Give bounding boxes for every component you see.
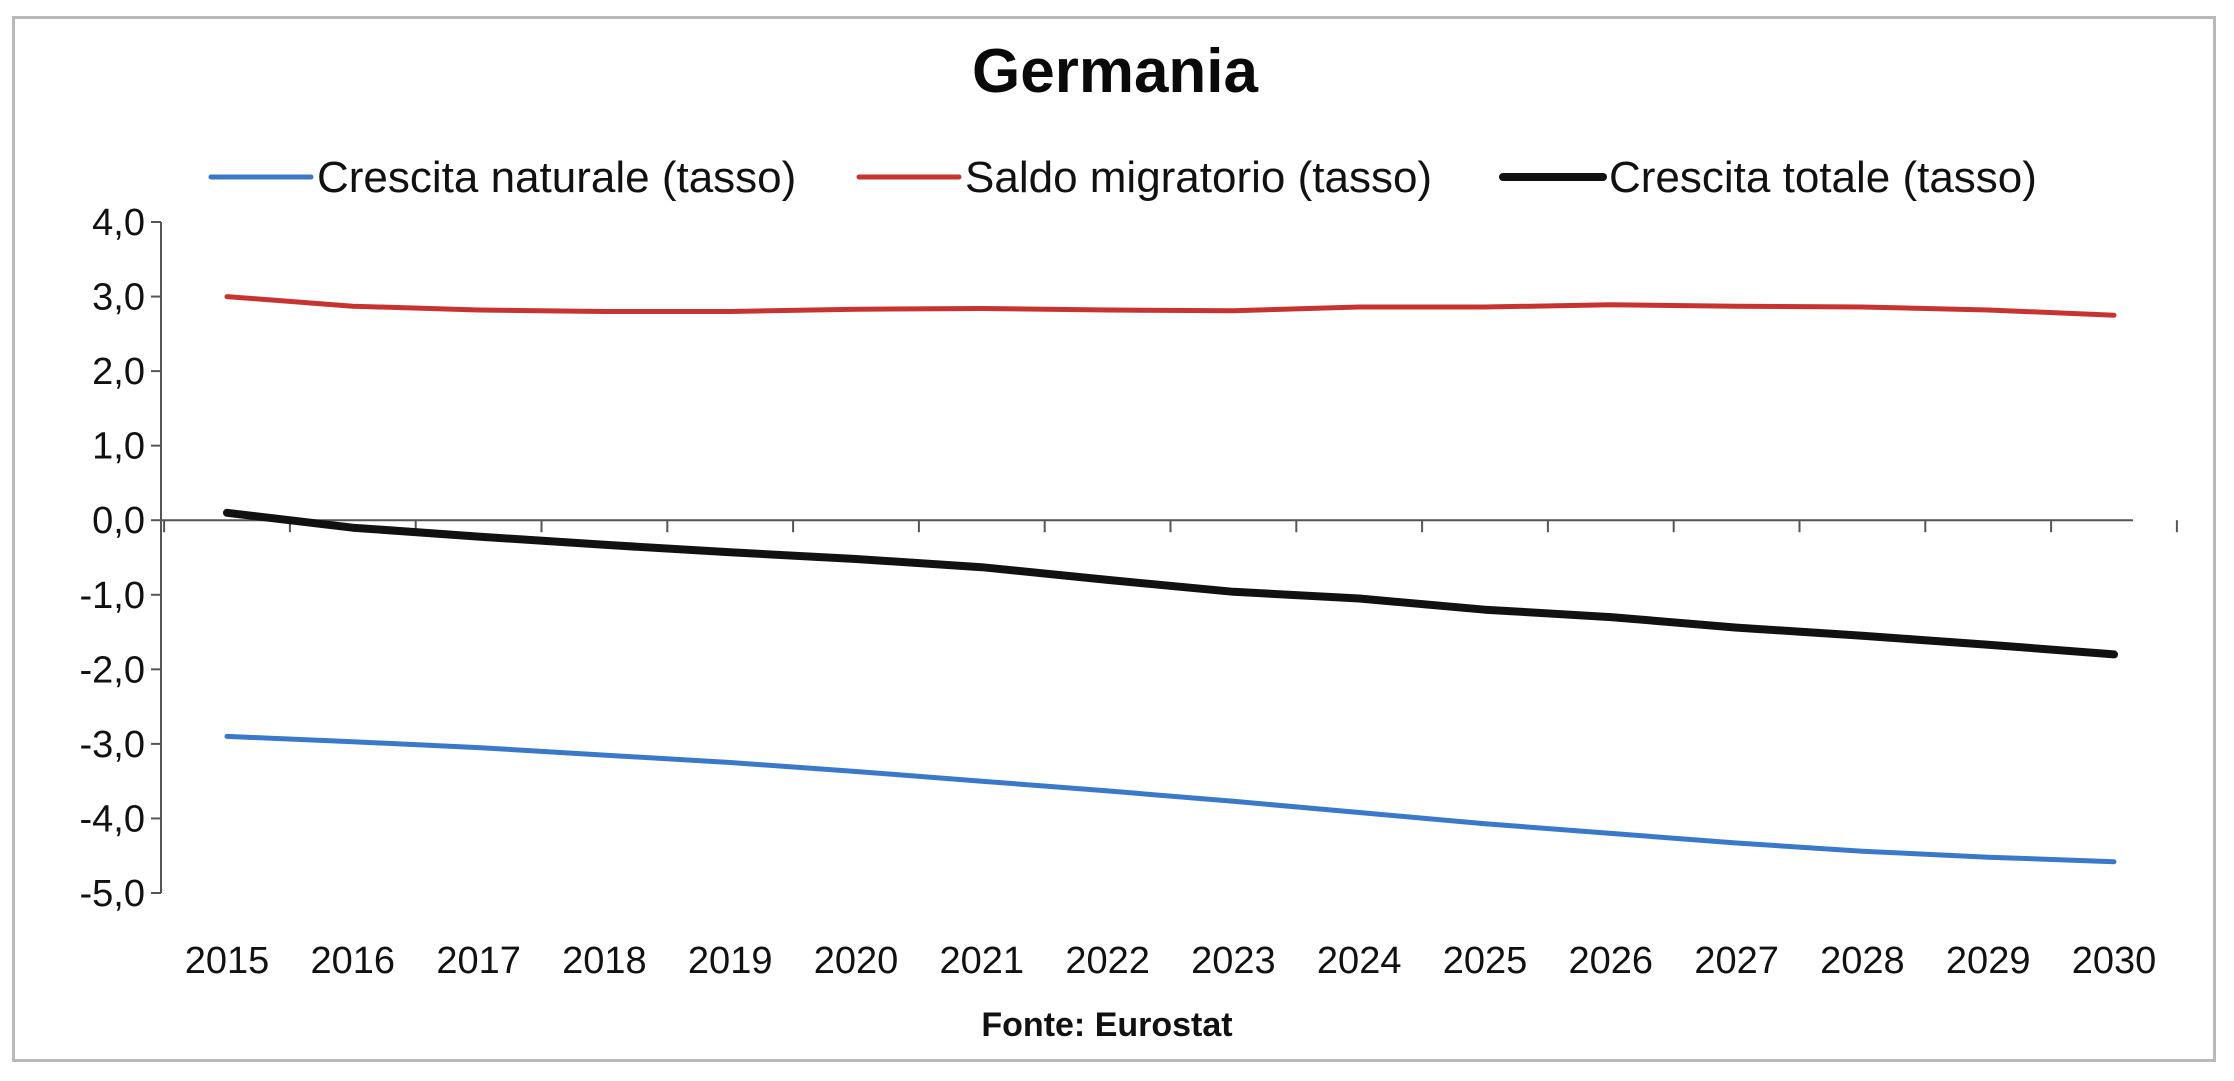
x-tick-label: 2026 xyxy=(1569,940,1654,982)
x-tick-label: 2022 xyxy=(1065,940,1150,982)
y-tick-label: -5,0 xyxy=(80,873,145,915)
y-tick-label: 3,0 xyxy=(92,277,145,319)
y-tick-label: 4,0 xyxy=(92,202,145,244)
x-tick-label: 2016 xyxy=(311,940,396,982)
x-tick-label: 2023 xyxy=(1191,940,1276,982)
legend-label-3: Crescita totale (tasso) xyxy=(1609,153,2037,202)
series-line-3 xyxy=(223,508,2118,659)
y-tick-label: -1,0 xyxy=(80,575,145,617)
chart-title: Germania xyxy=(972,37,1259,106)
axes: 4,0 3,0 2,0 1,0 0,0 -1,0 -2,0 -3,0 -4,0 -5,0 2015 2… xyxy=(80,202,2178,982)
x-tick-label: 2029 xyxy=(1946,940,2031,982)
x-tick-label: 2020 xyxy=(814,940,899,982)
x-tick-label: 2030 xyxy=(2072,940,2157,982)
y-tick-label: -3,0 xyxy=(80,724,145,766)
x-tick-label: 2019 xyxy=(688,940,773,982)
x-tick-label: 2025 xyxy=(1443,940,1528,982)
series-line-1 xyxy=(224,733,2117,865)
legend-label-1: Crescita naturale (tasso) xyxy=(317,153,796,202)
source-note: Fonte: Eurostat xyxy=(981,1006,1232,1044)
x-tick-label: 2017 xyxy=(436,940,521,982)
y-tick-label: -4,0 xyxy=(80,798,145,840)
y-tick-label: 2,0 xyxy=(92,351,145,393)
x-tick-label: 2021 xyxy=(940,940,1025,982)
y-tick-label: -2,0 xyxy=(80,649,145,691)
x-tick-label: 2028 xyxy=(1820,940,1905,982)
y-tick-label: 1,0 xyxy=(92,426,145,468)
x-tick-label: 2027 xyxy=(1694,940,1779,982)
series-line-2 xyxy=(224,294,2117,318)
chart-frame: Germania Crescita naturale (tasso) Saldo … xyxy=(12,16,2216,1062)
x-tick-label: 2015 xyxy=(185,940,270,982)
x-tick-label: 2024 xyxy=(1317,940,1402,982)
x-tick-label: 2018 xyxy=(562,940,647,982)
legend-label-2: Saldo migratorio (tasso) xyxy=(965,153,1432,202)
series-lines xyxy=(223,294,2118,865)
line-chart: Germania Crescita naturale (tasso) Saldo … xyxy=(80,37,2178,1044)
legend: Crescita naturale (tasso) Saldo migratori… xyxy=(208,153,2037,202)
y-tick-label: 0,0 xyxy=(92,500,145,542)
